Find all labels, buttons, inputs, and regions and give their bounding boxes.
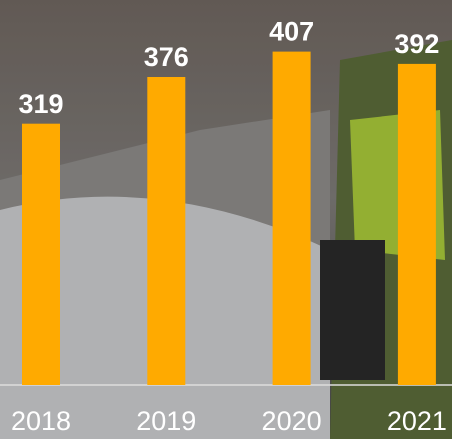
value-label: 376 [144,42,189,72]
bar [147,77,186,385]
bar [22,123,60,385]
x-tick-label: 2018 [11,406,71,436]
bar [272,51,311,385]
value-label: 392 [394,29,439,59]
background-shape [320,240,385,380]
x-tick-label: 2020 [262,406,322,436]
x-tick-label: 2019 [136,406,196,436]
value-label: 407 [269,17,314,47]
x-tick-label: 2021 [387,406,447,436]
value-label: 319 [18,89,63,119]
bar [397,63,436,385]
